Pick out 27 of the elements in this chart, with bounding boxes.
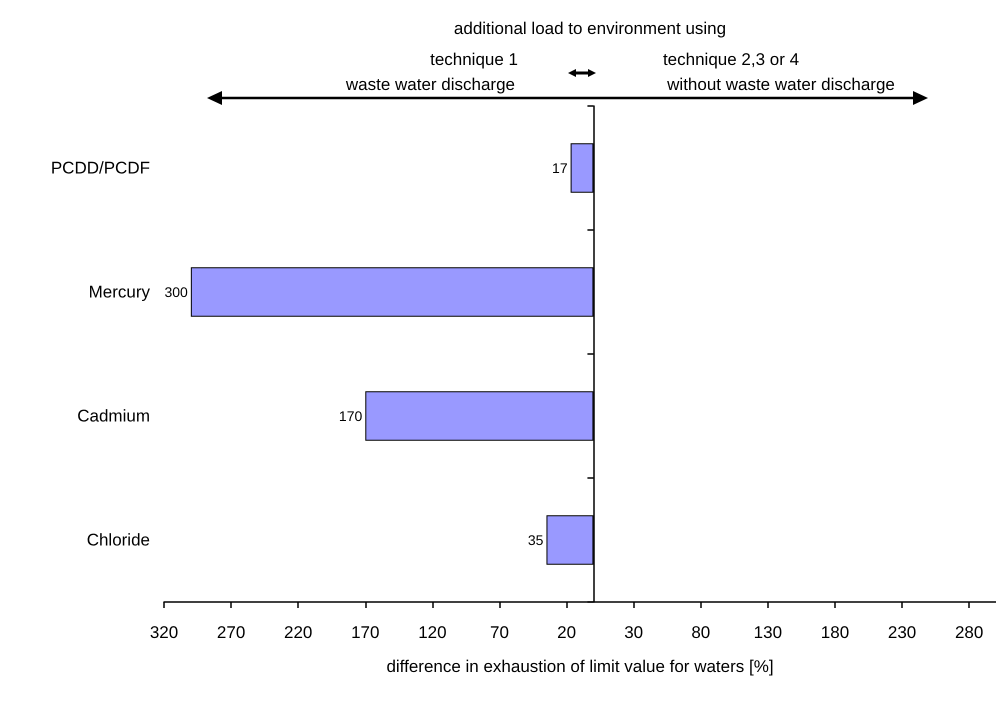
x-tick-label: 130 (754, 623, 782, 642)
x-tick-label: 20 (557, 623, 576, 642)
x-tick-label: 120 (418, 623, 447, 642)
x-tick-label: 270 (216, 623, 246, 642)
y-tick-label: Mercury (88, 282, 150, 302)
text: additional load to environment using (454, 19, 726, 38)
text: without waste water discharge (666, 75, 895, 94)
data-label: 170 (338, 408, 363, 424)
data-label: 300 (164, 284, 188, 300)
x-tick-label: 180 (820, 623, 850, 642)
y-tick-label: Cadmium (77, 406, 150, 426)
x-tick-label: 220 (284, 623, 312, 642)
text: technique 2,3 or 4 (662, 50, 800, 69)
y-tick-label: PCDD/PCDF (50, 158, 150, 178)
data-label: 35 (528, 532, 544, 548)
x-tick-label: 170 (351, 623, 380, 642)
y-tick-label: Chloride (86, 530, 150, 550)
x-tick-label: 230 (888, 623, 916, 642)
x-tick-label: 80 (691, 623, 710, 642)
x-tick-label: 320 (150, 623, 178, 642)
x-tick-label: 280 (954, 623, 984, 642)
x-axis-title: difference in exhaustion of limit value for waters [%] (386, 657, 774, 676)
text: waste water discharge (344, 75, 515, 94)
text: technique 1 (430, 50, 518, 69)
x-tick-label: 30 (624, 623, 644, 642)
x-tick-label: 70 (490, 623, 509, 642)
data-label: 17 (552, 160, 568, 176)
